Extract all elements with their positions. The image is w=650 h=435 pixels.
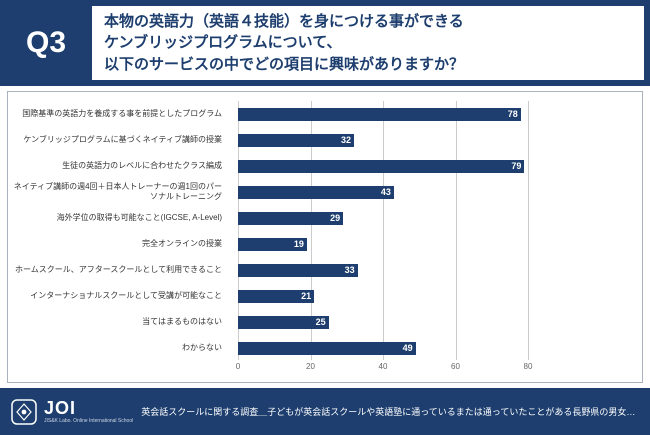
- category-label: ホームスクール、アフタースクールとして利用できること: [15, 264, 222, 274]
- bar-value: 49: [238, 341, 416, 355]
- category-label: インターナショナルスクールとして受講が可能なこと: [30, 290, 222, 300]
- footer-bar: JOI JIS&K Labo. Online International Sch…: [0, 388, 650, 435]
- bar-chart-panel: 国際基準の英語力を養成する事を前提としたプログラム 78 ケンブリッジプログラムに基…: [7, 91, 643, 383]
- bar-row: ホームスクール、アフタースクールとして利用できること 33: [12, 257, 638, 283]
- question-number-badge: Q3: [25, 26, 67, 59]
- x-tick-label: 20: [306, 362, 315, 371]
- bar-track: 19: [238, 237, 528, 251]
- question-line-1: 本物の英語力（英語４技能）を身につける事ができる: [104, 13, 464, 31]
- bar-rows: 国際基準の英語力を養成する事を前提としたプログラム 78 ケンブリッジプログラムに基…: [12, 101, 638, 361]
- question-header: Q3 本物の英語力（英語４技能）を身につける事ができる ケンブリッジプログラムに…: [0, 0, 650, 86]
- bar-chart: 国際基準の英語力を養成する事を前提としたプログラム 78 ケンブリッジプログラムに基…: [12, 101, 638, 376]
- bar-value: 25: [238, 315, 329, 329]
- category-label: 国際基準の英語力を養成する事を前提としたプログラム: [22, 108, 222, 118]
- x-tick-label: 0: [235, 362, 241, 371]
- gridline: [310, 101, 312, 360]
- bar-value: 32: [238, 133, 354, 147]
- category-label: ネイティブ講師の週4回＋日本人トレーナーの週1回のパーソナルトレーニング: [13, 181, 222, 201]
- bar-row: 海外学位の取得も可能なこと(IGCSE, A-Level) 29: [12, 205, 638, 231]
- bar-track: 79: [238, 159, 528, 173]
- bar-row: インターナショナルスクールとして受講が可能なこと 21: [12, 283, 638, 309]
- category-label: 当てはまるものはない: [142, 316, 222, 326]
- bar-row: わからない 49: [12, 335, 638, 361]
- question-text-box: 本物の英語力（英語４技能）を身につける事ができる ケンブリッジプログラムについて…: [92, 6, 644, 80]
- bar-row: ケンブリッジプログラムに基づくネイティブ講師の授業 32: [12, 127, 638, 153]
- joi-logo-icon: [11, 398, 37, 425]
- joi-logo-text: JOI JIS&K Labo. Online International Sch…: [44, 399, 133, 424]
- bar-track: 32: [238, 133, 528, 147]
- bar-row: ネイティブ講師の週4回＋日本人トレーナーの週1回のパーソナルトレーニング 43: [12, 179, 638, 205]
- bar-row: 完全オンラインの授業 19: [12, 231, 638, 257]
- question-line-3: 以下のサービスの中でどの項目に興味がありますか？: [104, 55, 465, 73]
- bar-track: 25: [238, 315, 528, 329]
- bar-value: 29: [238, 211, 344, 225]
- joi-logo-subtext: JIS&K Labo. Online International School: [44, 418, 134, 424]
- gridline: [383, 101, 384, 360]
- category-label: 完全オンラインの授業: [142, 238, 222, 248]
- x-axis: 0 20 40 60 80: [235, 361, 533, 376]
- bar-track: 78: [238, 107, 528, 121]
- bar-row: 国際基準の英語力を養成する事を前提としたプログラム 78: [12, 101, 638, 127]
- bar-row: 当てはまるものはない 25: [12, 309, 638, 335]
- x-tick-label: 40: [378, 362, 388, 371]
- gridline: [238, 101, 239, 360]
- joi-logo: JOI JIS&K Labo. Online International Sch…: [10, 398, 133, 426]
- bar-track: 33: [238, 263, 528, 277]
- category-label: わからない: [182, 342, 222, 352]
- bar-value: 19: [238, 237, 307, 251]
- bar-track: 49: [238, 341, 528, 355]
- gridline: [528, 101, 529, 360]
- bar-value: 21: [238, 289, 315, 303]
- x-tick-label: 80: [523, 362, 533, 371]
- joi-logo-name: JOI: [44, 398, 77, 418]
- category-label: 海外学位の取得も可能なこと(IGCSE, A-Level): [56, 212, 222, 222]
- bar-track: 21: [238, 289, 528, 303]
- gridlines: [238, 101, 529, 360]
- category-label: ケンブリッジプログラムに基づくネイティブ講師の授業: [23, 134, 222, 144]
- bar-row: 生徒の英語力のレベルに合わせたクラス編成 79: [12, 153, 638, 179]
- bar-value: 43: [238, 185, 394, 199]
- survey-caption: 英会話スクールに関する調査＿子どもが英会話スクールや英語塾に通っているまたは通っ…: [141, 407, 640, 417]
- gridline: [455, 101, 457, 360]
- bar-value: 78: [238, 107, 521, 121]
- bar-value: 79: [238, 159, 525, 173]
- bar-value: 33: [238, 263, 358, 277]
- bar-track: 29: [238, 211, 528, 225]
- question-line-2: ケンブリッジプログラムについて、: [104, 34, 342, 52]
- x-tick-label: 60: [451, 362, 460, 371]
- category-label: 生徒の英語力のレベルに合わせたクラス編成: [62, 160, 222, 170]
- bar-track: 43: [238, 185, 528, 199]
